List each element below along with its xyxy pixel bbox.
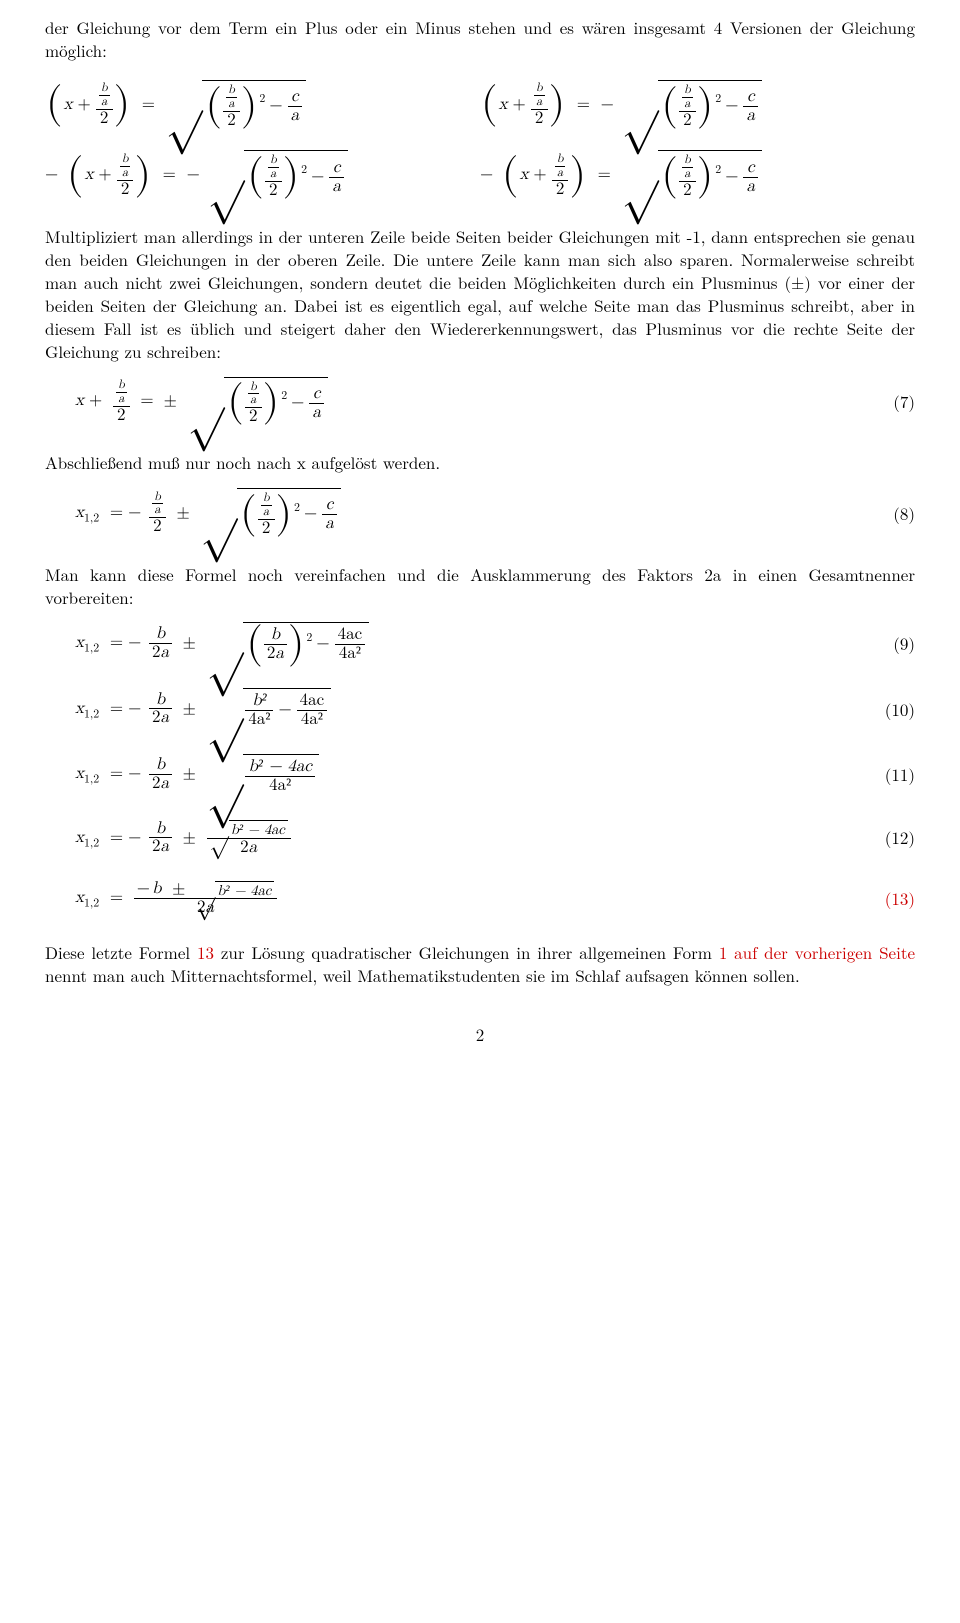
equation-12: x1,2 =− b2a ± √b² − 4ac 2a (12) xyxy=(45,820,915,857)
equation-13: x1,2 = −b ± √b² − 4ac 2a (13) xyxy=(45,880,915,917)
paragraph-intro: der Gleichung vor dem Term ein Plus oder… xyxy=(45,16,915,62)
eq-cell-3: − x+ba2 = − √ ba22 − ca xyxy=(45,140,480,211)
equation-grid-four: x+ba2 = √ ba22 − ca x+ba2 = − √ ba22 − c… xyxy=(45,70,915,211)
eq-tag-11: (11) xyxy=(865,763,915,786)
eq-tag-7: (7) xyxy=(865,390,915,413)
eq-tag-8: (8) xyxy=(865,502,915,525)
eq-tag-13: (13) xyxy=(865,887,915,910)
equation-9: x1,2 =− b2a ± √ b2a2 − 4ac4a² (9) xyxy=(45,622,915,664)
paragraph-simplify: Man kann diese Formel noch vereinfachen … xyxy=(45,563,915,609)
equation-8: x1,2 =− ba2 ± √ ba22 − ca (8) xyxy=(45,488,915,539)
equation-11: x1,2 =− b2a ± √ b² − 4ac4a² (11) xyxy=(45,754,915,796)
paragraph-resolve: Abschließend muß nur noch nach x aufgelö… xyxy=(45,451,915,474)
ref-link-13[interactable]: 13 xyxy=(197,940,214,964)
page-number: 2 xyxy=(45,1023,915,1046)
paragraph-closing: Diese letzte Formel 13 zur Lösung quadra… xyxy=(45,941,915,987)
eq-tag-9: (9) xyxy=(865,632,915,655)
eq-tag-12: (12) xyxy=(865,826,915,849)
eq-cell-2: x+ba2 = − √ ba22 − ca xyxy=(480,70,915,141)
ref-link-1[interactable]: 1 auf der vorherigen Seite xyxy=(719,940,915,964)
equation-10: x1,2 =− b2a ± √ b²4a² − 4ac4a² (10) xyxy=(45,688,915,730)
eq-tag-10: (10) xyxy=(865,698,915,721)
eq-cell-1: x+ba2 = √ ba22 − ca xyxy=(45,70,480,141)
eq-cell-4: − x+ba2 = √ ba22 − ca xyxy=(480,140,915,211)
closing-text-c: nennt man auch Mitternachtsformel, weil … xyxy=(45,963,800,987)
closing-text-a: Diese letzte Formel xyxy=(45,940,197,964)
paragraph-explain: Multipliziert man allerdings in der unte… xyxy=(45,225,915,363)
equation-7: x+ ba2 =± √ ba22 − ca (7) xyxy=(45,377,915,428)
closing-text-b: zur Lösung quadratischer Gleichungen in … xyxy=(214,940,719,964)
